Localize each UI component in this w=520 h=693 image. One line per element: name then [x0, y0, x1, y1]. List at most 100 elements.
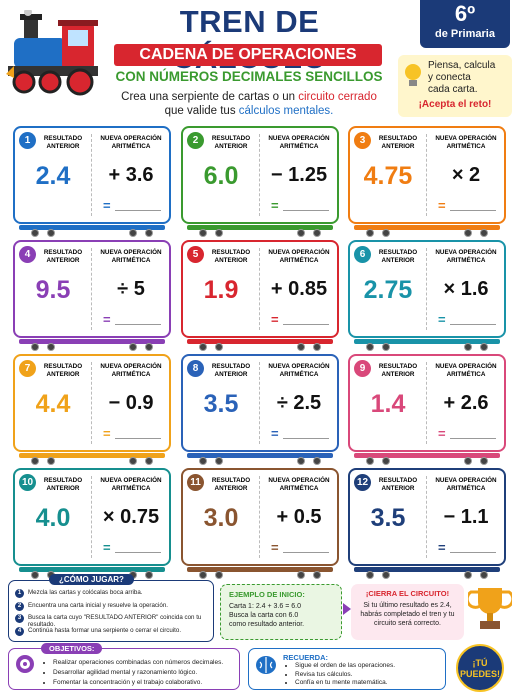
wheel — [464, 229, 472, 237]
divider — [91, 248, 92, 330]
card: 6 RESULTADO ANTERIOR NUEVA OPERACIÓN ARITM… — [348, 240, 506, 338]
equals: = — [271, 426, 279, 441]
result: 4.0 — [35, 504, 71, 532]
card-number: 11 — [187, 474, 204, 491]
label: RESULTADO ANTERIOR — [211, 477, 251, 492]
card: 1 RESULTADO ANTERIOR NUEVA OPERACIÓN ARITM… — [13, 126, 171, 224]
intro-text: que valide tus — [164, 105, 236, 117]
wagon-base — [354, 225, 500, 230]
how-to-play: ¿CÓMO JUGAR? 1 Mezcla las cartas y colóca… — [8, 574, 214, 642]
brain-icon — [256, 656, 276, 674]
wagon-base — [187, 339, 333, 344]
result: 2.4 — [35, 162, 71, 190]
label: RESULTADO ANTERIOR — [43, 477, 83, 492]
wheel — [145, 343, 153, 351]
card-number: 6 — [354, 246, 371, 263]
result: 3.5 — [370, 504, 406, 532]
wheel — [382, 229, 390, 237]
section-title: ¿CÓMO JUGAR? — [49, 574, 134, 585]
step-text: Encuentra una carta inicial y resuelve l… — [28, 601, 168, 609]
wheel — [297, 229, 305, 237]
answer-line — [283, 324, 329, 325]
wheel — [47, 343, 55, 351]
operation: ÷ 2.5 — [276, 392, 322, 414]
trophy-icon — [468, 588, 512, 629]
reminder: Confía en tu mente matemática. — [295, 679, 439, 688]
grade-badge: 6º de Primaria — [420, 0, 510, 48]
wagon-base — [187, 567, 333, 572]
card: 7 RESULTADO ANTERIOR NUEVA OPERACIÓN ARITM… — [13, 354, 171, 452]
example-line: como resultado anterior. — [229, 621, 305, 628]
label: NUEVA OPERACIÓN ARITMÉTICA — [268, 363, 330, 378]
answer-line — [115, 324, 161, 325]
label: RESULTADO ANTERIOR — [378, 363, 418, 378]
answer-line — [283, 438, 329, 439]
result: 1.9 — [203, 276, 239, 304]
step-number: 4 — [15, 626, 24, 636]
wheel — [215, 343, 223, 351]
answer-line — [283, 210, 329, 211]
label: NUEVA OPERACIÓN ARITMÉTICA — [100, 363, 162, 378]
card-number: 2 — [187, 132, 204, 149]
card-number: 7 — [19, 360, 36, 377]
tip-line: y conecta — [428, 72, 471, 83]
label: NUEVA OPERACIÓN ARITMÉTICA — [435, 477, 497, 492]
card: 9 RESULTADO ANTERIOR NUEVA OPERACIÓN ARITM… — [348, 354, 506, 452]
wheel — [297, 343, 305, 351]
step-number: 2 — [15, 601, 24, 611]
wheel — [129, 457, 137, 465]
wheel — [464, 571, 472, 579]
divider — [91, 476, 92, 558]
card: 11 RESULTADO ANTERIOR NUEVA OPERACIÓN ARIT… — [181, 468, 339, 566]
result: 6.0 — [203, 162, 239, 190]
wagon-base — [354, 453, 500, 458]
label: NUEVA OPERACIÓN ARITMÉTICA — [268, 477, 330, 492]
example-lines: Carta 1: 2.4 + 3.6 = 6.0 Busca la carta … — [229, 602, 333, 629]
wagon-base — [19, 339, 165, 344]
card: 5 RESULTADO ANTERIOR NUEVA OPERACIÓN ARITM… — [181, 240, 339, 338]
step-number: 1 — [15, 589, 24, 598]
wheel — [215, 229, 223, 237]
label: RESULTADO ANTERIOR — [378, 477, 418, 492]
banner: CADENA DE OPERACIONES — [114, 44, 382, 66]
answer-line — [450, 324, 496, 325]
equals: = — [103, 426, 111, 441]
result: 1.4 — [370, 390, 406, 418]
wheel — [366, 343, 374, 351]
label: NUEVA OPERACIÓN ARITMÉTICA — [100, 249, 162, 264]
objectives: OBJETIVOS: Realizar operaciones combinad… — [8, 643, 240, 690]
label: RESULTADO ANTERIOR — [211, 249, 251, 264]
step: 1 Mezcla las cartas y colócalas boca arri… — [15, 589, 209, 598]
wheel — [464, 343, 472, 351]
card-number: 10 — [19, 474, 36, 491]
divider — [259, 248, 260, 330]
wheel — [366, 457, 374, 465]
divider — [426, 248, 427, 330]
tip-line: Piensa, calcula — [428, 60, 496, 71]
wheel — [480, 457, 488, 465]
wagon-base — [354, 567, 500, 572]
step-number: 3 — [15, 614, 24, 623]
wheel — [382, 571, 390, 579]
result: 2.75 — [363, 276, 413, 304]
badge-line: PUEDES! — [459, 669, 500, 679]
divider — [259, 362, 260, 444]
divider — [91, 362, 92, 444]
operation: ÷ 5 — [117, 278, 145, 300]
card: 4 RESULTADO ANTERIOR NUEVA OPERACIÓN ARITM… — [13, 240, 171, 338]
divider — [426, 476, 427, 558]
step: 4 Continúa hasta formar una serpiente o c… — [15, 626, 209, 636]
card-number: 3 — [354, 132, 371, 149]
tip-line: cada carta. — [428, 84, 478, 95]
grade-label: de Primaria — [435, 28, 495, 40]
example-line: Carta 1: 2.4 + 3.6 = 6.0 — [229, 603, 301, 610]
step-text: Continúa hasta formar una serpiente o ce… — [28, 626, 182, 634]
bulb-icon — [405, 64, 421, 86]
section-title: OBJETIVOS: — [41, 643, 103, 654]
card-number: 5 — [187, 246, 204, 263]
wagon-base — [354, 339, 500, 344]
wheel — [313, 457, 321, 465]
section-title: RECUERDA: — [283, 653, 328, 662]
card: 8 RESULTADO ANTERIOR NUEVA OPERACIÓN ARITM… — [181, 354, 339, 452]
label: RESULTADO ANTERIOR — [211, 363, 251, 378]
